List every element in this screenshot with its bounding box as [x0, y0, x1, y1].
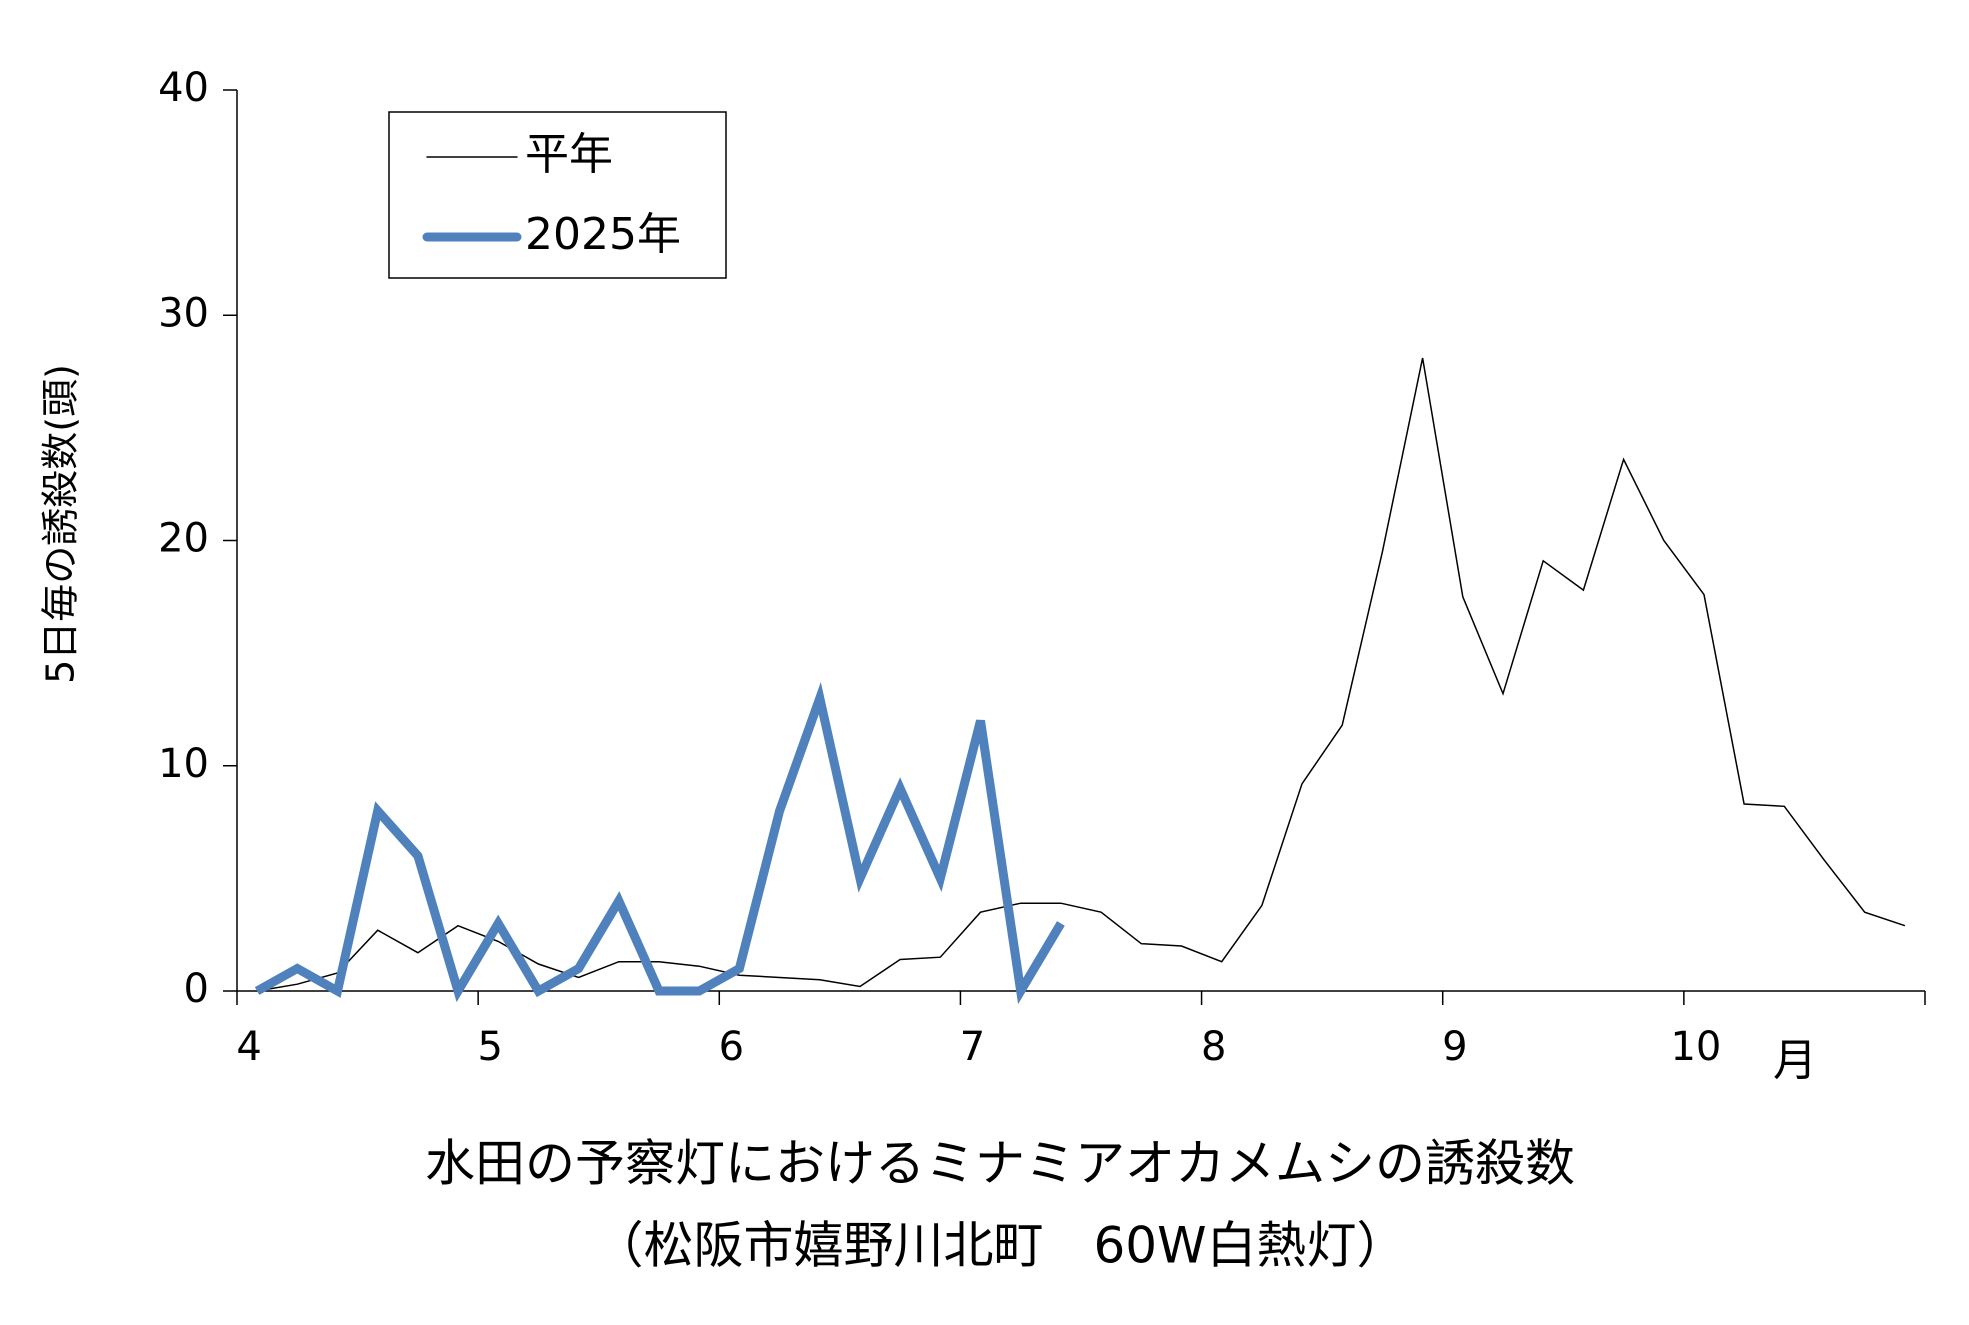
- y-tick-label: 20: [158, 516, 209, 562]
- y-axis-title: 5日毎の誘殺数(頭): [39, 364, 83, 684]
- y-tick-label: 0: [184, 966, 209, 1012]
- y-tick-label: 30: [158, 290, 209, 336]
- chart-subtitle: （松阪市嬉野川北町 60W白熱灯）: [593, 1217, 1406, 1275]
- x-tick-label: 9: [1442, 1024, 1467, 1070]
- legend-box: [388, 111, 727, 279]
- x-tick-label: 4: [236, 1024, 261, 1070]
- legend-label: 平年: [525, 129, 613, 180]
- x-tick-label: 10: [1670, 1024, 1721, 1070]
- y-tick-label: 10: [158, 741, 209, 787]
- y-tick-label: 40: [158, 65, 209, 111]
- series-line: [256, 357, 1906, 992]
- x-tick-label: 6: [719, 1024, 744, 1070]
- series-line: [254, 682, 1065, 1005]
- x-tick-label: 5: [478, 1024, 503, 1070]
- legend-label: 2025年: [525, 209, 681, 260]
- x-tick-label: 8: [1201, 1024, 1226, 1070]
- x-axis-unit: 月: [1773, 1035, 1817, 1086]
- x-tick-label: 7: [960, 1024, 985, 1070]
- chart-title: 水田の予察灯におけるミナミアオカメムシの誘殺数: [425, 1135, 1575, 1193]
